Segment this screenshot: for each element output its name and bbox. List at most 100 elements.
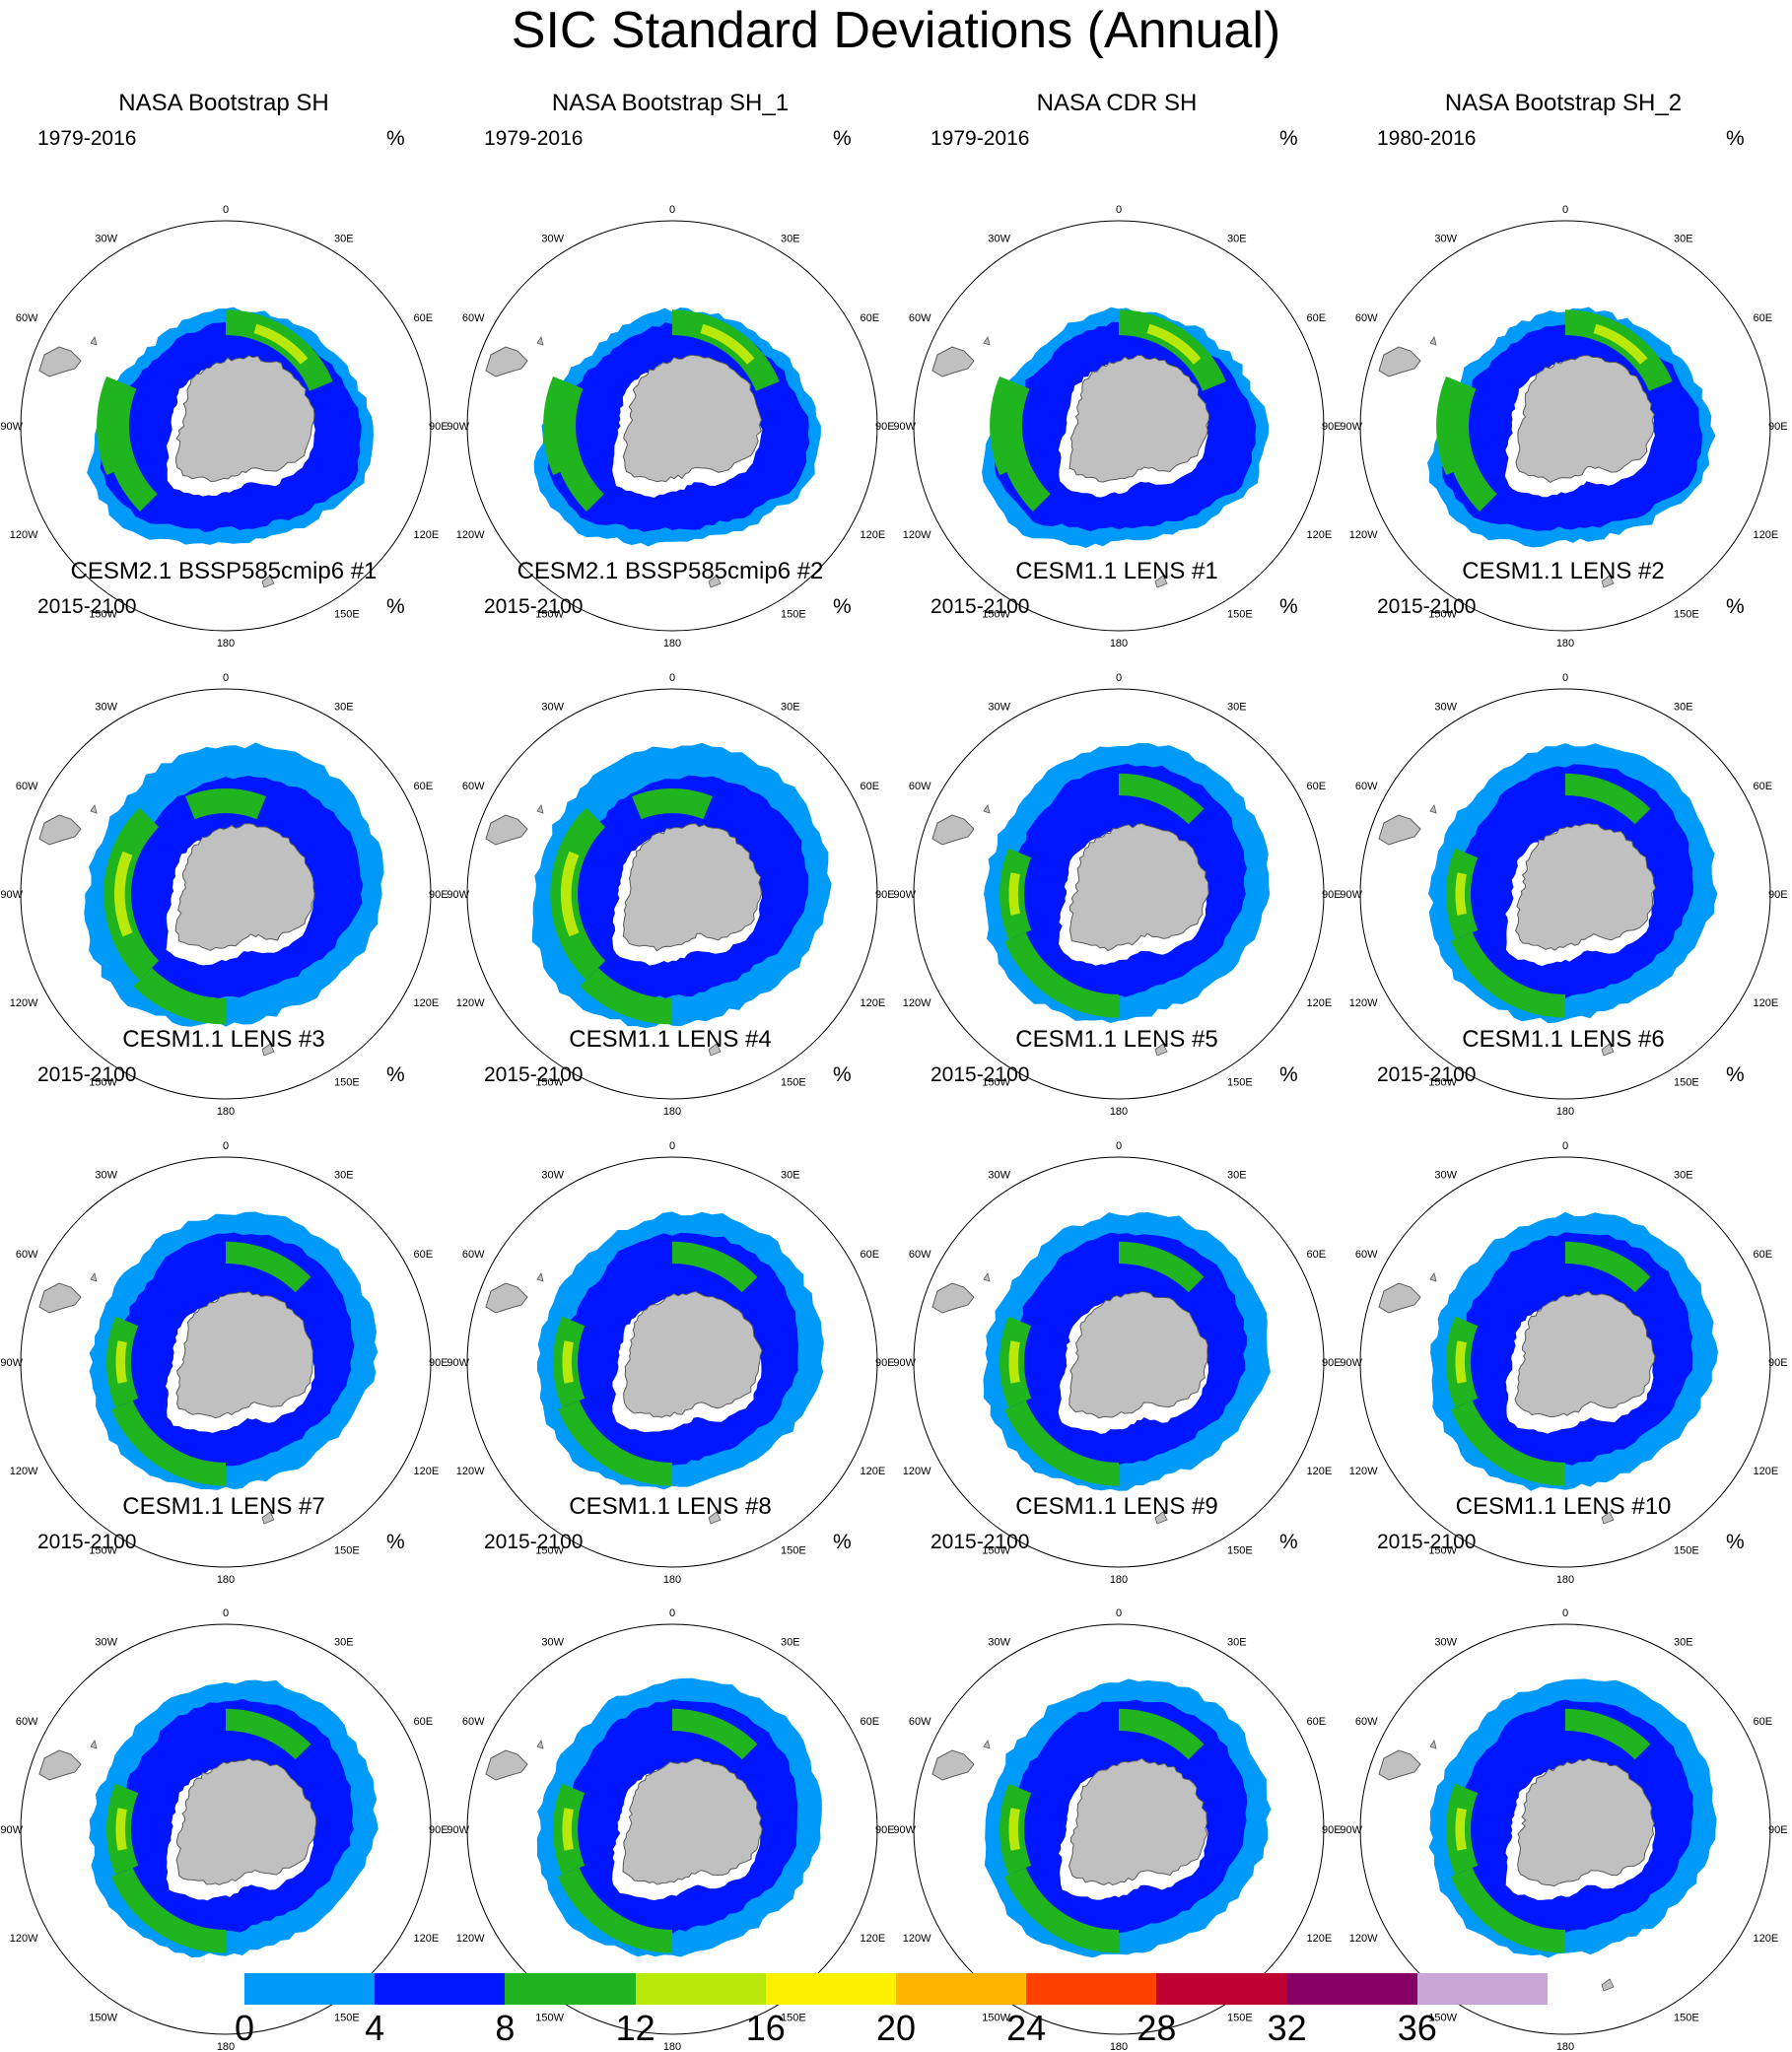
island-landmass [536,1740,544,1749]
longitude-label: 120E [861,1933,886,1945]
panel-units-label: % [833,1531,852,1553]
longitude-label: 120W [456,997,485,1009]
colorbar-swatch [1286,1973,1418,2005]
panel-units-label: % [1726,595,1745,618]
panel-title: NASA Bootstrap SH_2 [1444,90,1683,116]
polar-map: 0 30E 60E 90E 120E 150E 180 150W 120W 90W 60W 30W [893,204,1341,650]
polar-map: 0 30E 60E 90E 120E 150E 180 150W 120W 90W 60W 30W [0,204,448,650]
colorbar-tick-label: 28 [1137,2008,1177,2048]
map-frame [466,1156,878,1568]
longitude-label: 60W [909,781,931,792]
sic-band-8-12 [1565,309,1673,391]
island-landmass [1429,1740,1437,1749]
longitude-label: 30E [1227,1637,1247,1649]
longitude-label: 120W [903,997,931,1009]
longitude-label: 60E [414,1716,434,1728]
panel-units-label: % [386,127,405,150]
sic-band-8-12 [672,1241,758,1293]
colorbar-tick-label: 8 [495,2008,516,2048]
colorbar-tick-label: 36 [1397,2008,1437,2048]
panel-title: CESM1.1 LENS #8 [569,1493,772,1520]
sic-band-8-12 [672,309,780,391]
sic-band-12-16 [1008,1808,1020,1851]
longitude-label: 150E [1674,609,1699,621]
colorbar-swatch [1416,1973,1549,2005]
longitude-label: 90W [447,889,469,901]
sic-band-12-16 [1593,323,1648,365]
south-america-landmass [485,1282,528,1314]
longitude-label: 180 [663,1106,681,1118]
panel-title: NASA Bootstrap SH_1 [551,90,790,116]
longitude-label: 0 [669,1607,675,1619]
island-landmass [1601,1511,1615,1525]
longitude-label: 90E [875,421,895,433]
map-panel: NASA CDR SH 1979-2016% 0 30E 60E 90E 120E 150E 1… [893,89,1341,650]
map-frame [466,220,878,632]
longitude-label: 90W [1340,1357,1362,1369]
longitude-label: 120E [414,1933,440,1945]
longitude-label: 30W [95,702,117,714]
sic-band-8-12 [1004,1868,1119,1953]
longitude-label: 0 [223,1607,229,1619]
longitude-label: 120E [1307,997,1333,1009]
longitude-label: 90E [875,1824,895,1836]
longitude-label: 30E [1674,1170,1693,1182]
longitude-label: 60E [1754,312,1773,324]
longitude-label: 0 [669,672,675,684]
panel-title: CESM2.1 BSSP585cmip6 #1 [70,558,378,584]
longitude-label: 90E [875,889,895,901]
longitude-label: 150W [1428,2013,1457,2024]
map-panel: NASA Bootstrap SH 1979-2016% 0 30E 60E 90E 120… [0,89,448,650]
map-panel: CESM1.1 LENS #2 2015-2100% 0 30E 60E 90E 120E 1… [1340,557,1787,1118]
longitude-label: 120W [1349,529,1378,541]
panel-year-range: 1979-2016 [37,127,137,150]
island-landmass [536,804,544,814]
panel-year-range: 2015-2100 [37,595,137,618]
longitude-label: 150W [1428,1545,1457,1557]
longitude-label: 180 [217,638,235,650]
sic-band-8-12 [1565,773,1651,825]
map-frame [20,220,432,632]
map-panel: CESM1.1 LENS #5 2015-2100% 0 30E 60E 90E 120E 1… [893,1025,1341,1586]
south-america-landmass [931,1749,975,1781]
longitude-label: 30W [988,1170,1010,1182]
panel-units-label: % [1279,1063,1298,1086]
longitude-label: 90W [0,1357,23,1369]
longitude-label: 60W [909,1716,931,1728]
longitude-label: 60E [414,312,434,324]
sic-band-8-12 [1451,1868,1565,1953]
longitude-label: 150W [535,1077,564,1089]
longitude-label: 150E [1227,2013,1253,2024]
map-panel: CESM1.1 LENS #4 2015-2100% 0 30E 60E 90E 120E 1… [447,1025,894,1586]
longitude-label: 120W [903,1933,931,1945]
longitude-label: 120W [1349,1466,1378,1477]
longitude-label: 150W [1428,609,1457,621]
antarctica-landmass [1514,822,1657,951]
sic-band-8-12 [103,807,160,981]
colorbar [244,1973,1549,2005]
sic-band-8-12 [226,1241,311,1293]
south-america-landmass [1378,814,1421,846]
panel-year-range: 1980-2016 [1377,127,1477,150]
south-america-landmass [38,1749,82,1781]
longitude-label: 90E [1768,421,1788,433]
antarctica-landmass [1068,1757,1208,1886]
longitude-label: 180 [1556,638,1574,650]
map-panel: CESM1.1 LENS #7 2015-2100% 0 30E 60E 90E 120E 1… [0,1492,448,2052]
south-america-landmass [931,1282,975,1314]
antarctica-landmass [174,823,315,952]
island-landmass [1429,804,1437,814]
longitude-label: 30E [1674,1637,1693,1649]
longitude-label: 60E [1754,1249,1773,1261]
longitude-label: 90E [429,889,448,901]
longitude-label: 120E [1754,997,1779,1009]
longitude-label: 180 [663,1574,681,1586]
panel-units-label: % [1726,1531,1745,1553]
south-america-landmass [38,1282,82,1314]
south-america-landmass [485,814,528,846]
longitude-label: 30W [1434,234,1457,245]
longitude-label: 30W [1434,1637,1457,1649]
map-frame [913,220,1325,632]
longitude-label: 180 [217,1574,235,1586]
island-landmass [983,1272,991,1282]
